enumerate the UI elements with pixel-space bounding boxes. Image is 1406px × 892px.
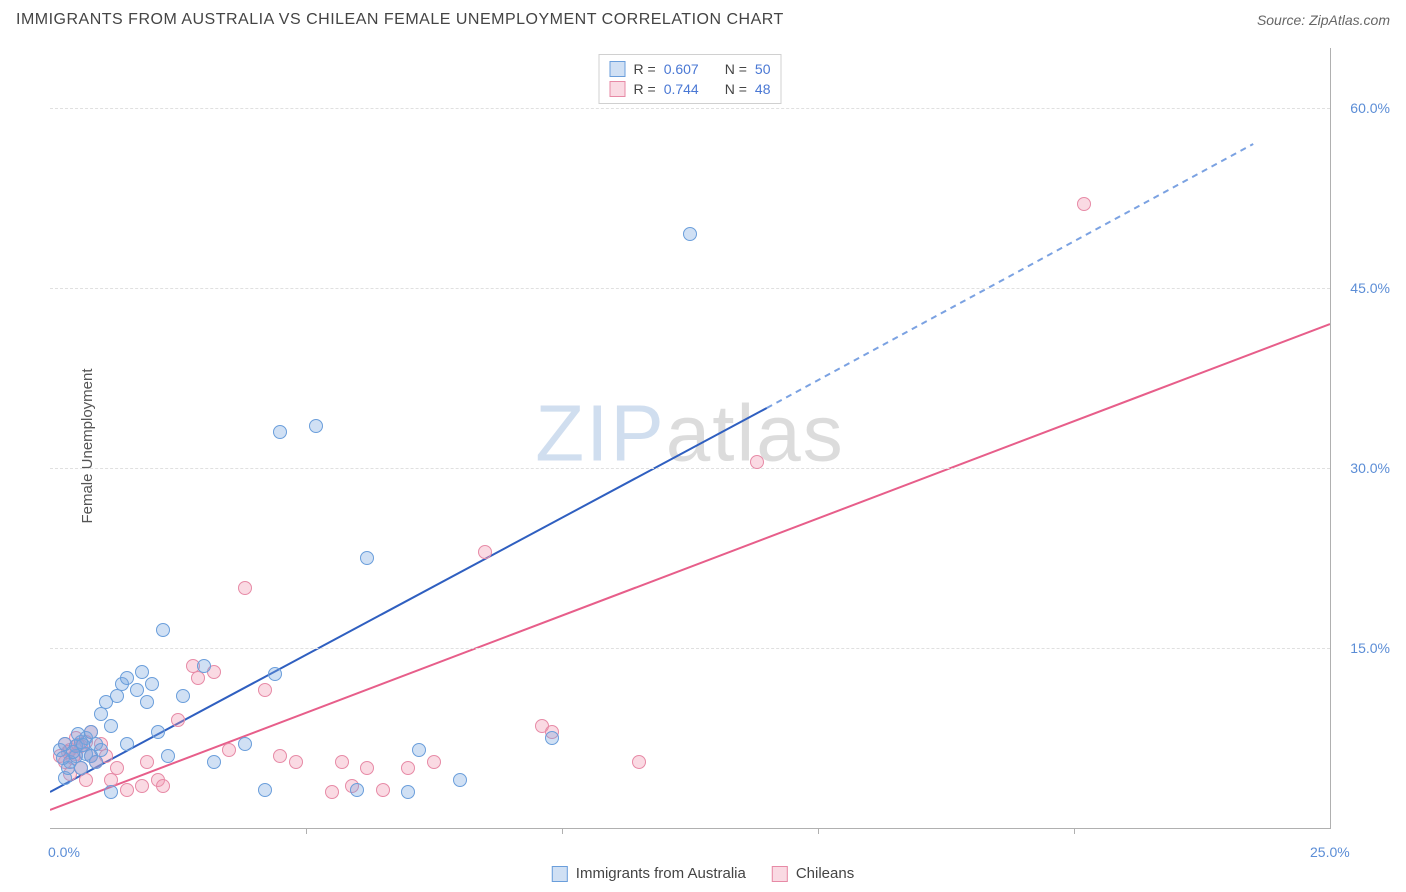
x-tick <box>562 828 563 834</box>
scatter-point-a <box>268 667 282 681</box>
scatter-point-a <box>89 755 103 769</box>
scatter-point-a <box>94 707 108 721</box>
scatter-point-a <box>151 725 165 739</box>
scatter-point-a <box>120 671 134 685</box>
x-axis-legend: Immigrants from Australia Chileans <box>552 865 854 882</box>
scatter-point-a <box>56 751 70 765</box>
swatch-series-a-bottom <box>552 866 568 882</box>
scatter-point-b <box>110 761 124 775</box>
scatter-point-b <box>140 755 154 769</box>
x-tick <box>1074 828 1075 834</box>
scatter-point-b <box>156 779 170 793</box>
scatter-point-b <box>750 455 764 469</box>
scatter-point-b <box>191 671 205 685</box>
scatter-point-a <box>135 665 149 679</box>
y-tick-label: 45.0% <box>1335 280 1390 296</box>
scatter-point-a <box>258 783 272 797</box>
scatter-point-a <box>360 551 374 565</box>
scatter-point-a <box>545 731 559 745</box>
y-tick-label: 60.0% <box>1335 100 1390 116</box>
scatter-point-a <box>104 785 118 799</box>
scatter-point-b <box>401 761 415 775</box>
scatter-point-a <box>309 419 323 433</box>
scatter-point-a <box>197 659 211 673</box>
scatter-point-b <box>171 713 185 727</box>
scatter-point-b <box>632 755 646 769</box>
scatter-point-b <box>79 773 93 787</box>
y-tick-label: 30.0% <box>1335 460 1390 476</box>
scatter-point-a <box>273 425 287 439</box>
trendlines <box>50 48 1330 828</box>
scatter-point-b <box>238 581 252 595</box>
scatter-point-b <box>478 545 492 559</box>
scatter-point-b <box>222 743 236 757</box>
scatter-point-a <box>401 785 415 799</box>
scatter-point-b <box>289 755 303 769</box>
source-label: Source: ZipAtlas.com <box>1257 12 1390 28</box>
scatter-point-b <box>427 755 441 769</box>
scatter-point-a <box>176 689 190 703</box>
stats-legend: R = 0.607 N = 50 R = 0.744 N = 48 <box>599 54 782 104</box>
scatter-point-b <box>335 755 349 769</box>
scatter-point-a <box>207 755 221 769</box>
scatter-point-a <box>161 749 175 763</box>
scatter-point-a <box>140 695 154 709</box>
scatter-point-b <box>273 749 287 763</box>
swatch-series-b-bottom <box>772 866 788 882</box>
y-tick-label: 15.0% <box>1335 640 1390 656</box>
scatter-point-a <box>74 761 88 775</box>
origin-label: 0.0% <box>48 844 80 860</box>
swatch-series-a <box>610 61 626 77</box>
scatter-point-b <box>376 783 390 797</box>
grid-line <box>50 288 1330 289</box>
x-tick <box>306 828 307 834</box>
scatter-point-a <box>683 227 697 241</box>
grid-line <box>50 108 1330 109</box>
scatter-point-a <box>412 743 426 757</box>
scatter-point-a <box>110 689 124 703</box>
scatter-point-a <box>238 737 252 751</box>
grid-line <box>50 468 1330 469</box>
scatter-point-a <box>130 683 144 697</box>
scatter-point-a <box>120 737 134 751</box>
swatch-series-b <box>610 81 626 97</box>
scatter-point-b <box>360 761 374 775</box>
scatter-point-a <box>104 719 118 733</box>
scatter-point-a <box>156 623 170 637</box>
series-b-label: Chileans <box>796 865 854 882</box>
series-a-label: Immigrants from Australia <box>576 865 746 882</box>
scatter-point-a <box>350 783 364 797</box>
scatter-point-b <box>135 779 149 793</box>
xmax-label: 25.0% <box>1310 844 1350 860</box>
x-tick <box>818 828 819 834</box>
watermark: ZIPatlas <box>535 387 844 479</box>
scatter-plot-area: ZIPatlas R = 0.607 N = 50 R = 0.744 N = … <box>50 48 1331 829</box>
scatter-point-a <box>94 743 108 757</box>
scatter-point-b <box>1077 197 1091 211</box>
scatter-point-b <box>258 683 272 697</box>
scatter-point-b <box>120 783 134 797</box>
scatter-point-a <box>145 677 159 691</box>
scatter-point-a <box>453 773 467 787</box>
chart-title: IMMIGRANTS FROM AUSTRALIA VS CHILEAN FEM… <box>16 11 784 29</box>
scatter-point-a <box>76 738 90 752</box>
grid-line <box>50 648 1330 649</box>
scatter-point-b <box>325 785 339 799</box>
